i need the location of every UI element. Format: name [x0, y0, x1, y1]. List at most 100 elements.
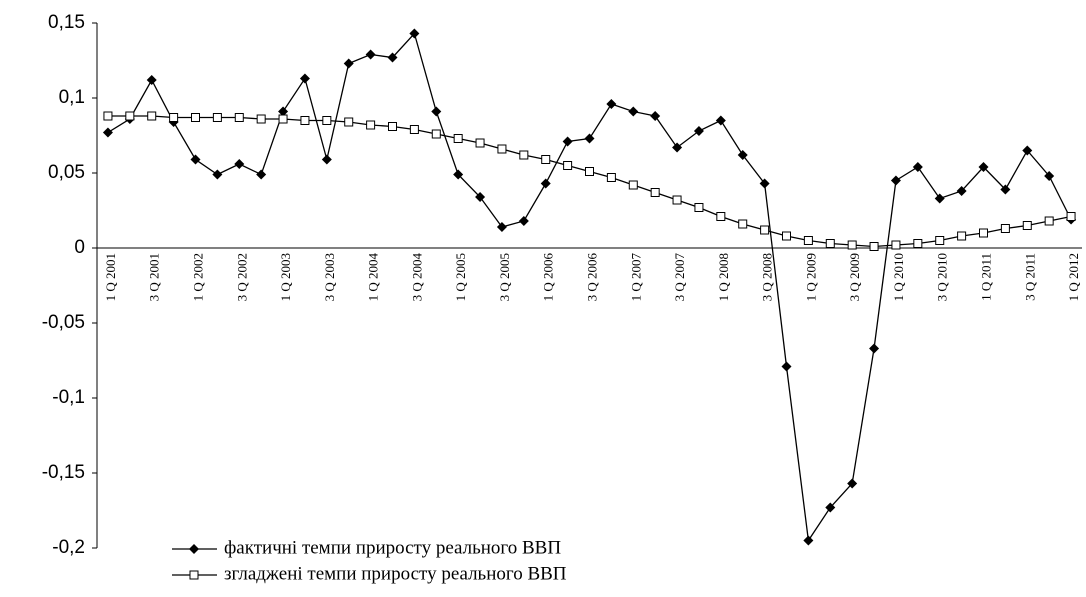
- x-tick-label: 3 Q 2010: [935, 253, 950, 301]
- y-tick-label: 0: [74, 237, 85, 258]
- marker: [234, 159, 245, 169]
- marker: [1000, 184, 1011, 195]
- marker: [212, 169, 223, 180]
- marker: [431, 129, 441, 139]
- marker: [453, 169, 464, 180]
- y-tick-label: 0,15: [48, 12, 85, 33]
- marker: [759, 178, 770, 189]
- marker: [890, 175, 901, 186]
- marker: [978, 162, 989, 172]
- marker: [431, 106, 442, 117]
- marker: [650, 111, 661, 121]
- marker: [935, 236, 945, 245]
- marker: [1044, 171, 1055, 181]
- marker: [189, 570, 199, 580]
- marker: [585, 167, 594, 176]
- marker: [191, 113, 200, 122]
- x-tick-label: 3 Q 2002: [234, 253, 249, 301]
- marker: [189, 544, 199, 554]
- marker: [782, 231, 791, 241]
- marker: [869, 242, 879, 251]
- marker: [278, 106, 289, 117]
- marker: [475, 138, 485, 148]
- x-tick-label: 1 Q 2004: [366, 253, 381, 302]
- marker: [563, 161, 573, 170]
- marker: [760, 225, 770, 235]
- marker: [1000, 224, 1010, 233]
- marker: [825, 502, 836, 513]
- x-tick-label: 1 Q 2008: [716, 253, 731, 301]
- marker: [453, 134, 463, 143]
- y-tick-label: 0,05: [48, 162, 85, 183]
- marker: [299, 73, 310, 84]
- marker: [212, 113, 222, 122]
- x-tick-label: 3 Q 2001: [147, 253, 162, 301]
- marker: [672, 195, 682, 205]
- marker: [256, 169, 267, 180]
- marker: [322, 116, 332, 125]
- x-tick-label: 3 Q 2007: [672, 253, 687, 302]
- x-tick-label: 1 Q 2002: [190, 253, 205, 301]
- marker: [891, 240, 901, 250]
- marker: [518, 216, 529, 226]
- marker: [321, 154, 332, 165]
- x-tick-label: 1 Q 2012: [1066, 253, 1081, 301]
- marker: [803, 535, 814, 546]
- marker: [103, 111, 113, 121]
- marker: [409, 28, 420, 39]
- marker: [693, 126, 704, 136]
- x-tick-label: 1 Q 2003: [278, 253, 293, 301]
- marker: [584, 133, 595, 144]
- marker: [1044, 216, 1054, 226]
- marker: [365, 49, 376, 60]
- marker: [628, 106, 639, 117]
- marker: [847, 478, 858, 489]
- x-tick-label: 1 Q 2010: [891, 253, 906, 301]
- marker: [344, 117, 354, 127]
- x-tick-label: 3 Q 2004: [409, 253, 424, 302]
- y-tick-label: -0,2: [52, 537, 85, 558]
- marker: [803, 236, 813, 245]
- marker: [1066, 212, 1076, 221]
- marker: [387, 52, 398, 63]
- marker: [102, 127, 113, 138]
- marker: [541, 155, 551, 164]
- x-tick-label: 3 Q 2009: [847, 253, 862, 301]
- x-tick-label: 1 Q 2006: [541, 253, 556, 302]
- marker: [716, 212, 726, 221]
- marker: [956, 186, 967, 196]
- marker: [190, 154, 201, 165]
- marker: [409, 125, 419, 134]
- marker: [125, 111, 135, 121]
- marker: [540, 178, 551, 189]
- marker: [781, 361, 792, 372]
- marker: [519, 150, 529, 160]
- x-tick-label: 1 Q 2011: [978, 253, 993, 301]
- y-tick-label: 0,1: [59, 87, 85, 108]
- marker: [146, 75, 157, 85]
- marker: [606, 99, 617, 109]
- marker: [847, 240, 857, 250]
- marker: [366, 120, 376, 130]
- marker: [147, 111, 157, 121]
- marker: [475, 192, 486, 202]
- marker: [1022, 145, 1033, 156]
- marker: [169, 113, 179, 122]
- y-tick-label: -0,05: [42, 312, 85, 333]
- marker: [672, 142, 683, 153]
- marker: [957, 231, 967, 241]
- y-tick-label: -0,15: [42, 462, 85, 483]
- marker: [737, 150, 748, 160]
- marker: [912, 162, 923, 172]
- x-tick-label: 1 Q 2005: [453, 253, 468, 301]
- x-tick-label: 3 Q 2005: [497, 253, 512, 301]
- marker: [234, 113, 244, 122]
- marker: [497, 144, 507, 154]
- marker: [628, 180, 638, 190]
- marker: [934, 193, 945, 204]
- marker: [388, 122, 397, 131]
- x-tick-label: 3 Q 2003: [322, 253, 337, 301]
- legend-label: згладжені темпи приросту реального ВВП: [224, 563, 567, 584]
- x-tick-label: 1 Q 2009: [803, 253, 818, 301]
